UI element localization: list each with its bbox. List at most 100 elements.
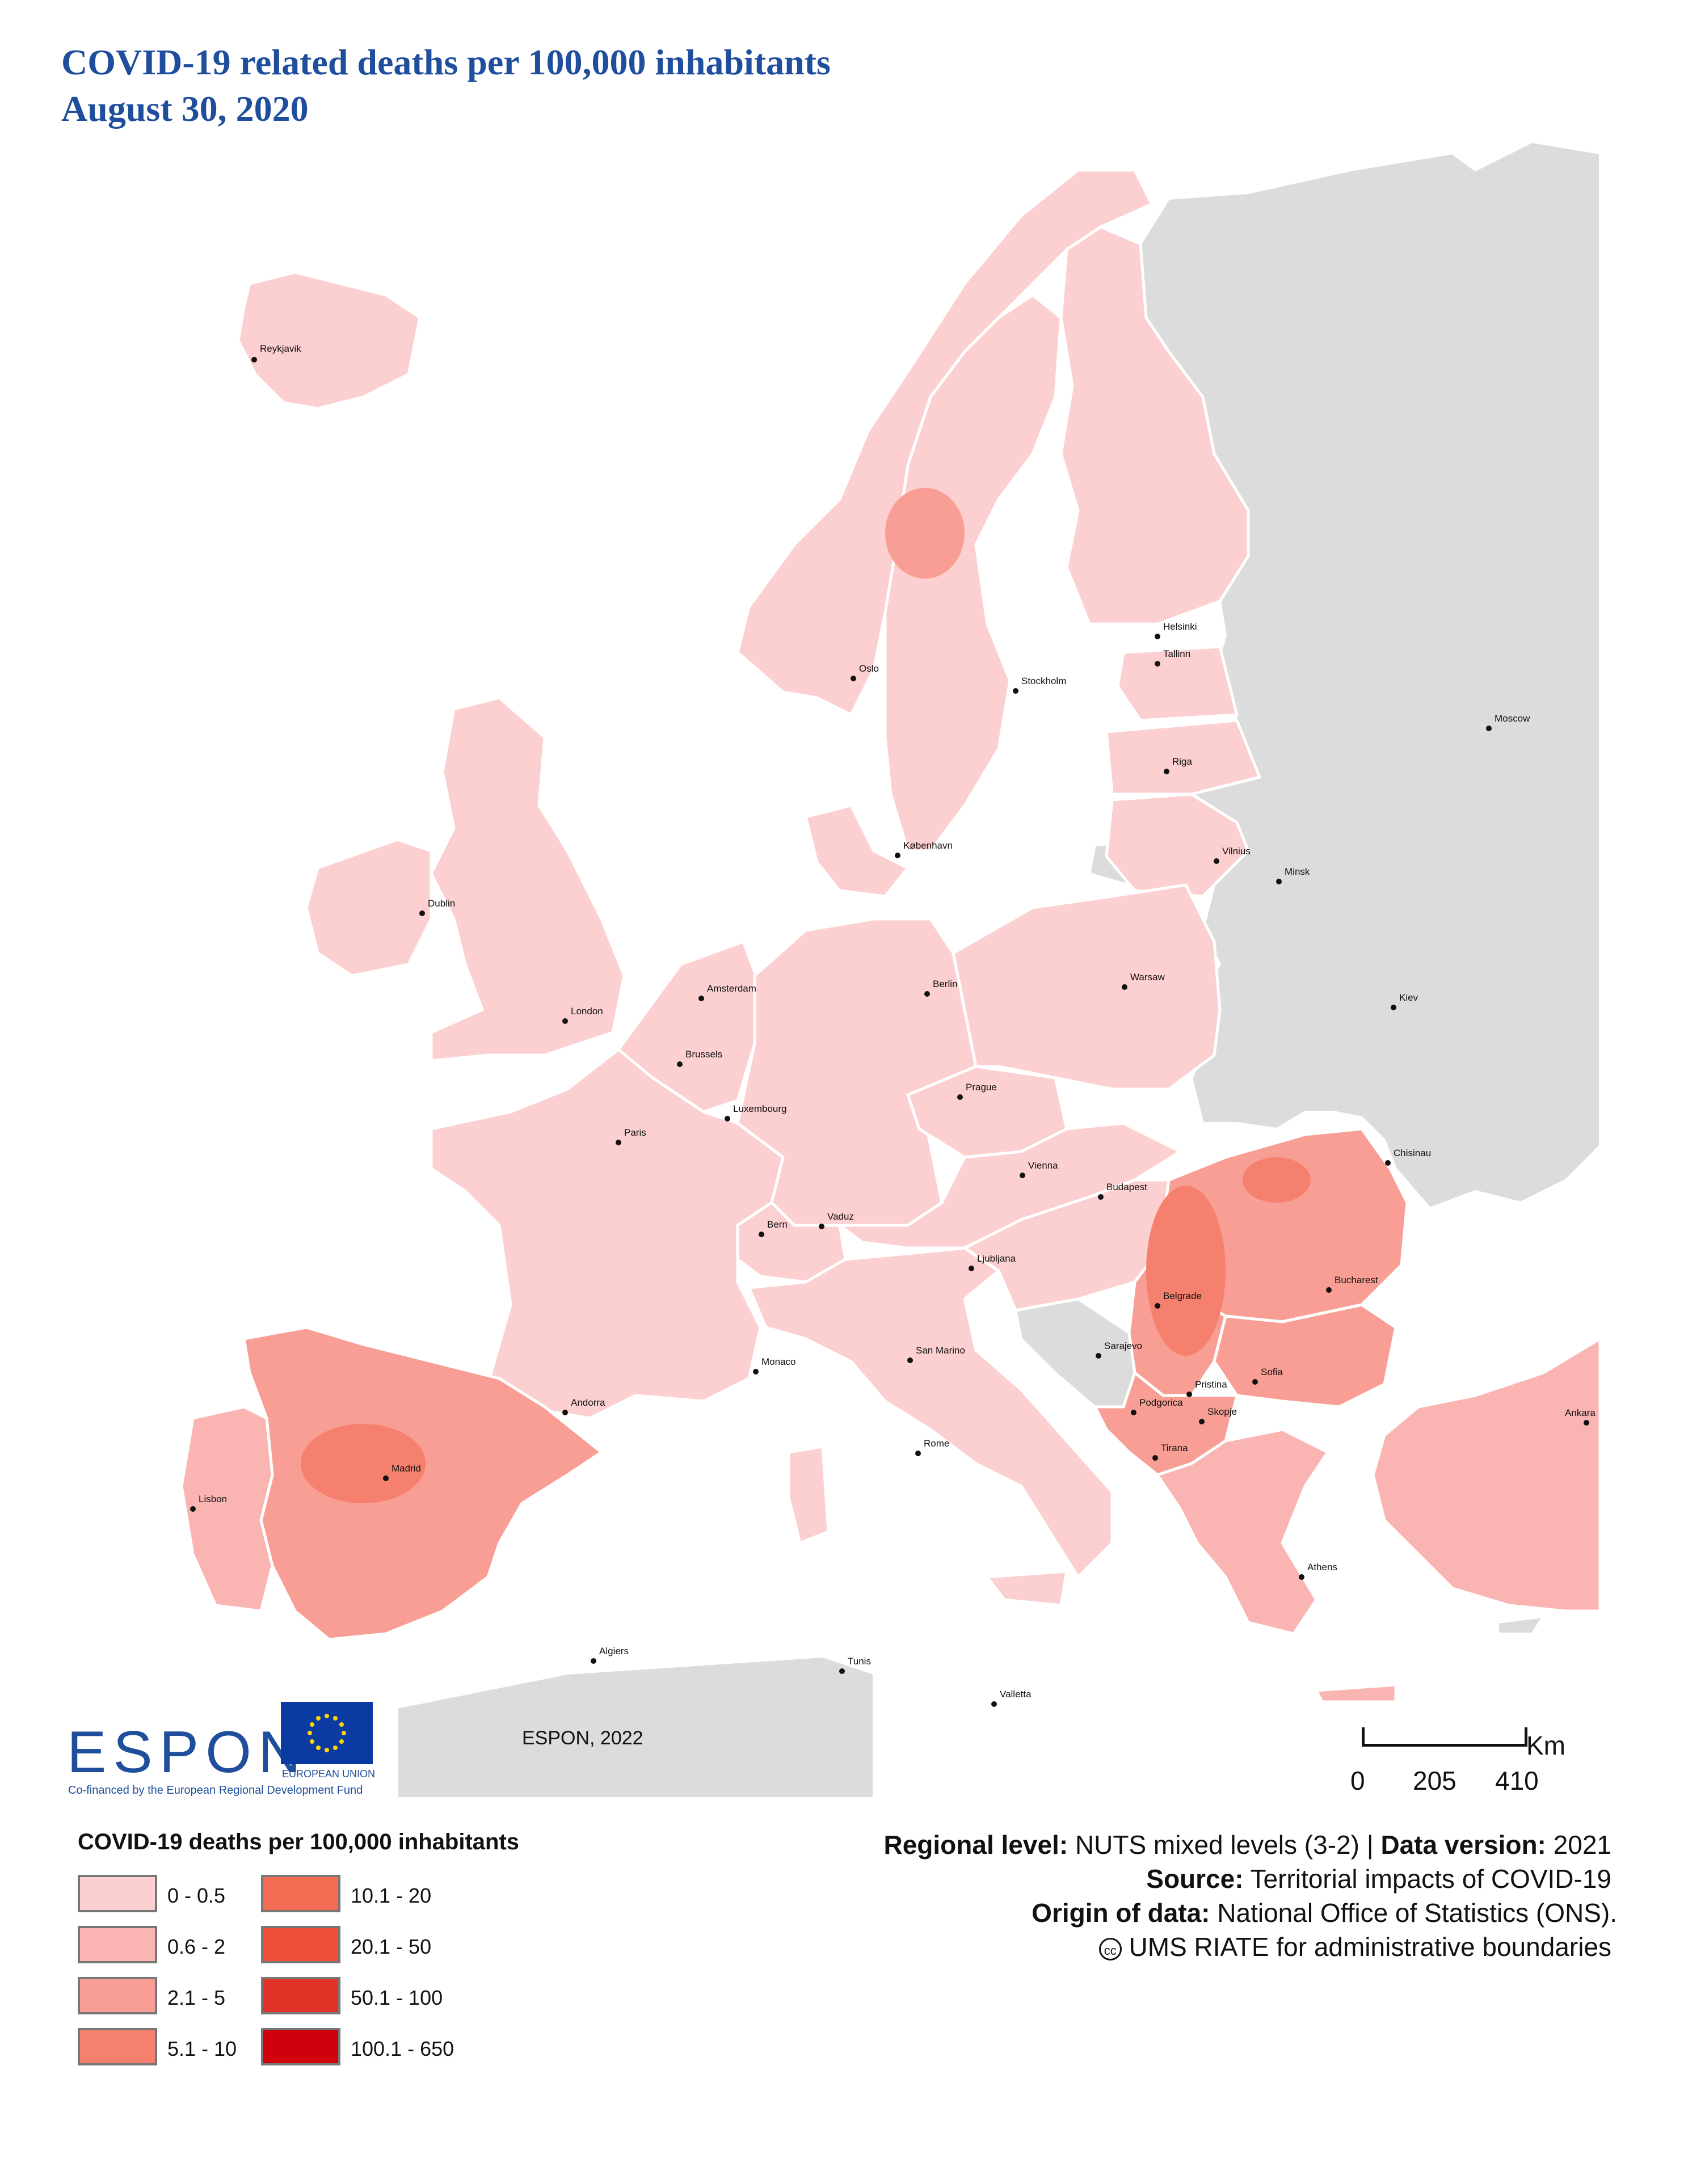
legend-swatch — [78, 1875, 157, 1912]
legend-swatch — [261, 1926, 340, 1963]
svg-text:Luxembourg: Luxembourg — [733, 1103, 787, 1114]
north-africa — [396, 1655, 875, 1798]
eu-flag-icon — [281, 1702, 373, 1764]
meta-origin: Origin of data: National Office of Stati… — [1032, 1898, 1617, 1928]
city-berlin: Berlin — [924, 979, 957, 997]
region-denmark — [804, 804, 910, 898]
svg-text:Vaduz: Vaduz — [827, 1211, 854, 1222]
svg-text:Monaco: Monaco — [761, 1356, 795, 1367]
region-germany — [736, 917, 978, 1227]
espon-logo: ESPON — [67, 1719, 308, 1785]
hotspot-romania-west — [1146, 1186, 1226, 1356]
region-bulgaria — [1213, 1303, 1397, 1409]
city-valletta: Valletta — [991, 1689, 1032, 1707]
city-chisinau: Chisinau — [1385, 1148, 1431, 1166]
svg-text:Valletta: Valletta — [1000, 1689, 1032, 1700]
svg-text:Pristina: Pristina — [1195, 1379, 1227, 1390]
region-iceland — [237, 271, 422, 410]
legend-swatch — [78, 2028, 157, 2065]
city-monaco: Monaco — [753, 1356, 795, 1375]
svg-text:Vienna: Vienna — [1028, 1160, 1058, 1171]
city-warsaw: Warsaw — [1122, 972, 1165, 990]
city-london: London — [562, 1006, 603, 1024]
city-prague: Prague — [957, 1082, 997, 1100]
meta-regional-level: Regional level: NUTS mixed levels (3-2) … — [883, 1830, 1611, 1860]
svg-text:København: København — [903, 840, 953, 851]
svg-text:Brussels: Brussels — [685, 1049, 722, 1060]
espon-credit: ESPON, 2022 — [522, 1727, 643, 1749]
svg-text:San Marino: San Marino — [916, 1345, 965, 1356]
hotspot-romania-north — [1243, 1157, 1311, 1203]
scale-bar — [1362, 1727, 1532, 1750]
city-tunis: Tunis — [839, 1656, 871, 1674]
city-brussels: Brussels — [677, 1049, 722, 1067]
svg-text:Riga: Riga — [1172, 756, 1193, 767]
non-data-areas — [396, 140, 1601, 1798]
svg-text:Lisbon: Lisbon — [199, 1494, 227, 1504]
scale-tick-0: 0 — [1350, 1766, 1365, 1795]
city-moscow: Moscow — [1486, 713, 1530, 731]
region-uk — [430, 696, 626, 1063]
city-sarajevo: Sarajevo — [1096, 1340, 1142, 1359]
legend-label: 5.1 - 10 — [167, 2037, 237, 2060]
region-greece — [1156, 1428, 1329, 1635]
svg-text:Oslo: Oslo — [859, 663, 879, 674]
legend-label: 0 - 0.5 — [167, 1884, 226, 1907]
svg-text:Athens: Athens — [1307, 1562, 1337, 1572]
city-stockholm: Stockholm — [1013, 676, 1066, 694]
region-austria-slovakia — [838, 1121, 1182, 1250]
svg-text:Belgrade: Belgrade — [1163, 1291, 1202, 1301]
svg-text:Vilnius: Vilnius — [1222, 846, 1251, 857]
city-budapest: Budapest — [1098, 1182, 1147, 1200]
svg-text:Budapest: Budapest — [1106, 1182, 1147, 1192]
city-oslo: Oslo — [851, 663, 879, 681]
region-ireland — [305, 838, 433, 977]
scale-tick-205: 205 — [1413, 1766, 1457, 1795]
city-kobenhavn: København — [895, 840, 953, 858]
city-ljubljana: Ljubljana — [969, 1253, 1016, 1271]
city-tirana: Tirana — [1152, 1443, 1188, 1461]
eu-label: EUROPEAN UNION — [282, 1768, 376, 1780]
region-portugal — [180, 1405, 274, 1613]
legend-swatch — [261, 1875, 340, 1912]
data-regions — [180, 168, 1602, 1704]
legend-label: 0.6 - 2 — [167, 1935, 226, 1958]
svg-text:Dublin: Dublin — [428, 898, 455, 909]
svg-text:Warsaw: Warsaw — [1130, 972, 1165, 983]
svg-text:Moscow: Moscow — [1495, 713, 1530, 724]
svg-text:Ankara: Ankara — [1565, 1407, 1596, 1418]
svg-text:Rome: Rome — [924, 1438, 949, 1449]
region-sicily — [986, 1570, 1068, 1607]
city-vaduz: Vaduz — [819, 1211, 854, 1229]
svg-text:Reykjavik: Reykjavik — [260, 343, 301, 354]
svg-text:Kiev: Kiev — [1399, 992, 1418, 1003]
region-latvia — [1105, 719, 1261, 796]
svg-text:London: London — [571, 1006, 603, 1017]
legend-swatch — [78, 1926, 157, 1963]
city-paris: Paris — [616, 1127, 646, 1145]
city-tallinn: Tallinn — [1155, 648, 1190, 667]
city-minsk: Minsk — [1276, 866, 1310, 884]
city-sofia: Sofia — [1252, 1367, 1283, 1385]
city-pristina: Pristina — [1186, 1379, 1227, 1397]
svg-text:Ljubljana: Ljubljana — [977, 1253, 1016, 1264]
svg-text:Bucharest: Bucharest — [1335, 1275, 1378, 1285]
city-athens: Athens — [1299, 1562, 1337, 1580]
city-san-marino: San Marino — [907, 1345, 965, 1363]
city-andorra: Andorra — [562, 1397, 605, 1415]
legend-swatch — [78, 1977, 157, 2014]
region-crete — [1315, 1683, 1397, 1704]
svg-text:Prague: Prague — [966, 1082, 997, 1093]
bosnia — [1014, 1297, 1142, 1408]
city-rome: Rome — [915, 1438, 949, 1456]
legend-title: COVID-19 deaths per 100,000 inhabitants — [78, 1829, 520, 1854]
city-vilnius: Vilnius — [1214, 846, 1251, 864]
city-madrid: Madrid — [383, 1463, 421, 1481]
city-bern: Bern — [759, 1219, 788, 1237]
cc-icon: cc — [1098, 1937, 1122, 1960]
svg-text:Skopje: Skopje — [1207, 1406, 1237, 1417]
svg-text:Sarajevo: Sarajevo — [1104, 1340, 1142, 1351]
map-date: August 30, 2020 — [61, 88, 309, 129]
svg-text:Madrid: Madrid — [392, 1463, 421, 1474]
city-dublin: Dublin — [419, 898, 455, 916]
